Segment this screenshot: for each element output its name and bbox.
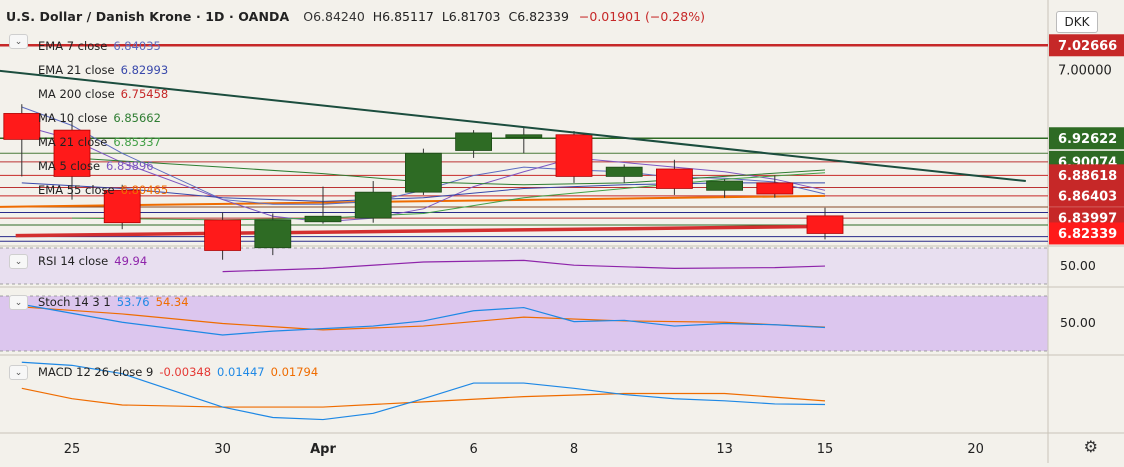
price-axis-label: 7.00000 [1058, 63, 1112, 78]
settings-gear-icon[interactable]: ⚙ [1083, 437, 1098, 456]
moving-average-line [21, 125, 826, 223]
indicator-row[interactable]: MA 10 close 6.85662 [8, 106, 168, 130]
stoch-d-value: 54.34 [155, 295, 189, 309]
indicator-row[interactable]: EMA 7 close 6.84035 [8, 34, 168, 58]
rsi-pane-toggle-icon[interactable]: ⌄ [9, 254, 28, 269]
candle-body [3, 113, 41, 140]
symbol-header: U.S. Dollar / Danish Krone · 1D · OANDA … [6, 9, 705, 24]
x-axis-tick-label: 25 [64, 442, 81, 457]
pane-level-label: 50.00 [1060, 258, 1096, 273]
candle-body [204, 219, 242, 251]
collapse-indicators-icon[interactable]: ⌄ [9, 34, 28, 49]
price-change: −0.01901 (−0.28%) [578, 9, 705, 24]
indicator-value: 6.84035 [113, 39, 161, 53]
stoch-pane-toggle-icon[interactable]: ⌄ [9, 295, 28, 310]
indicator-value: 6.85662 [113, 111, 161, 125]
macd-pane-toggle-icon[interactable]: ⌄ [9, 365, 28, 380]
rsi-legend: RSI 14 close 49.94 [8, 254, 147, 268]
indicator-value: 6.82993 [120, 63, 169, 77]
x-axis-tick-label: 20 [967, 442, 984, 457]
macd-value: 0.01447 [217, 365, 265, 379]
rsi-pane-background [0, 248, 1048, 284]
candle-body [354, 191, 392, 219]
candle-body [103, 189, 141, 224]
indicator-name: EMA 55 close [38, 183, 115, 197]
candle-body [455, 132, 493, 151]
macd-signal-line [21, 387, 826, 408]
price-axis-label: 6.88618 [1058, 169, 1117, 184]
stoch-d-line [21, 306, 826, 331]
candle-body [404, 152, 442, 193]
trend-line [0, 69, 1026, 183]
stoch-pane-background [0, 296, 1048, 351]
ohlc-close: C6.82339 [508, 9, 569, 24]
indicator-name: MA 10 close [38, 111, 108, 125]
indicator-value: 6.85337 [113, 135, 161, 149]
indicator-value: 6.83896 [106, 159, 154, 173]
indicator-row[interactable]: EMA 55 close 6.80465 [8, 178, 168, 202]
x-axis-tick-label: 15 [817, 442, 834, 457]
stoch-label: Stoch 14 3 1 [38, 295, 111, 309]
ohlc-high: H6.85117 [372, 9, 434, 24]
candle-body [656, 168, 693, 189]
macd-label: MACD 12 26 close 9 [38, 365, 154, 379]
candle-body [555, 134, 593, 177]
indicator-row[interactable]: MA 200 close 6.75458 [8, 82, 168, 106]
candle-body [706, 180, 743, 191]
price-label-box [1049, 127, 1124, 150]
indicator-name: MA 200 close [38, 87, 115, 101]
macd-hist-value: -0.00348 [159, 365, 212, 379]
candle-body [605, 166, 643, 177]
indicator-row[interactable]: EMA 21 close 6.82993 [8, 58, 168, 82]
price-axis-label: 6.86403 [1058, 189, 1117, 204]
symbol-title: U.S. Dollar / Danish Krone · 1D · OANDA [6, 9, 290, 24]
candle-body [806, 215, 844, 234]
rsi-label: RSI 14 close [38, 254, 109, 268]
candle-body [53, 129, 91, 177]
price-axis-label: 6.82339 [1058, 227, 1117, 242]
candle-body [304, 215, 342, 223]
indicator-value: 6.80465 [120, 183, 169, 197]
stoch-k-line [21, 303, 826, 336]
x-axis-tick-label: 30 [214, 442, 231, 457]
pane-level-label: 50.00 [1060, 315, 1096, 330]
moving-average-line [71, 157, 826, 186]
stoch-legend: Stoch 14 3 1 53.76 54.34 [8, 295, 189, 309]
price-label-box [1049, 34, 1124, 57]
ohlc-low: L6.81703 [441, 9, 501, 24]
price-label-box [1049, 222, 1124, 245]
x-axis-tick-label: Apr [310, 442, 336, 457]
x-axis-tick-label: 8 [570, 442, 578, 457]
indicator-name: MA 21 close [38, 135, 108, 149]
ma200-line [15, 224, 826, 238]
indicator-legend: EMA 7 close 6.84035 EMA 21 close 6.82993 MA … [8, 34, 168, 202]
macd-legend: MACD 12 26 close 9 -0.00348 0.01447 0.01… [8, 365, 318, 379]
price-label-box [1049, 184, 1124, 207]
rsi-value: 49.94 [114, 254, 148, 268]
candle-body [254, 219, 292, 249]
candle-body [756, 182, 794, 195]
rsi-line [222, 259, 826, 273]
x-axis-tick-label: 6 [469, 442, 477, 457]
indicator-name: EMA 7 close [38, 39, 108, 53]
ohlc-open: O6.84240 [303, 9, 365, 24]
price-axis-label: 7.02666 [1058, 39, 1117, 54]
indicator-row[interactable]: MA 5 close 6.83896 [8, 154, 168, 178]
price-label-box [1049, 164, 1124, 187]
candle-body [505, 134, 543, 138]
macd-signal-value: 0.01794 [270, 365, 319, 379]
price-axis-label: 6.92622 [1058, 132, 1117, 147]
indicator-name: MA 5 close [38, 159, 101, 173]
x-axis-tick-label: 13 [716, 442, 733, 457]
stoch-k-value: 53.76 [116, 295, 150, 309]
macd-line [21, 361, 826, 421]
indicator-name: EMA 21 close [38, 63, 115, 77]
indicator-value: 6.75458 [120, 87, 169, 101]
currency-button[interactable]: DKK [1056, 11, 1098, 33]
indicator-row[interactable]: MA 21 close 6.85337 [8, 130, 168, 154]
